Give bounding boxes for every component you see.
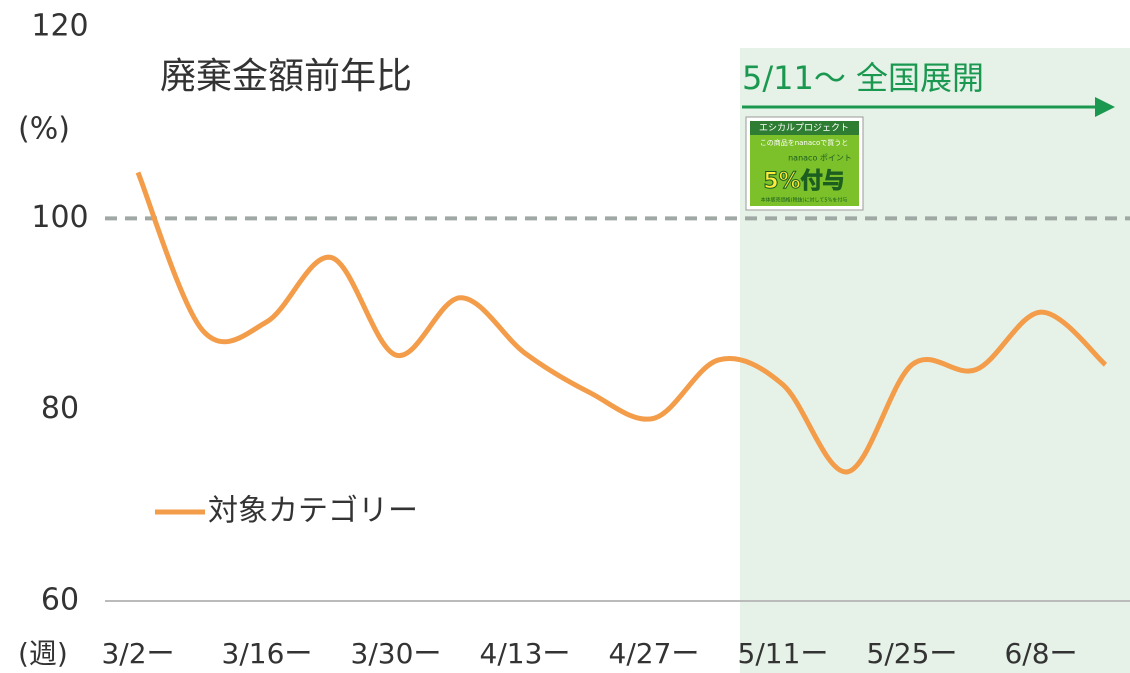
badge-line1: この商品をnanacoで買うと: [760, 138, 849, 147]
legend-label: 対象カテゴリー: [208, 494, 418, 529]
badge: エシカルプロジェクト この商品をnanacoで買うと nanaco ポイント 5…: [745, 116, 864, 211]
arrow-head: [1095, 97, 1115, 117]
x-tick-label: 4/27ー: [609, 637, 700, 670]
annotation: 5/11～ 全国展開: [742, 59, 984, 97]
badge-header: エシカルプロジェクト: [759, 123, 849, 134]
chart-title: 廃棄金額前年比: [160, 56, 412, 97]
y-tick-label: 120: [31, 9, 88, 44]
x-tick-label: 4/13ー: [480, 637, 571, 670]
x-tick-label: 3/2ー: [101, 637, 174, 670]
x-tick-label: 5/25ー: [867, 637, 958, 670]
badge-line2: nanaco ポイント: [788, 154, 852, 163]
x-unit-label: (週): [18, 637, 68, 670]
y-unit-label: (%): [18, 112, 70, 147]
y-tick-label: 60: [41, 583, 79, 618]
x-tick-label: 6/8ー: [1004, 637, 1077, 670]
badge-bg: [750, 121, 859, 206]
badge-big: 5%付与: [763, 169, 844, 194]
series-line: [135, 171, 1108, 475]
y-tick-label: 100: [31, 200, 88, 235]
badge-head-bg: [750, 121, 859, 135]
x-tick-label: 3/30ー: [351, 637, 442, 670]
x-tick-label: 3/16ー: [222, 637, 313, 670]
y-tick-label: 80: [41, 391, 79, 426]
x-tick-label: 5/11ー: [738, 637, 829, 670]
badge-note: 本体販売価格(税抜)に対して5%を付与: [761, 197, 848, 204]
